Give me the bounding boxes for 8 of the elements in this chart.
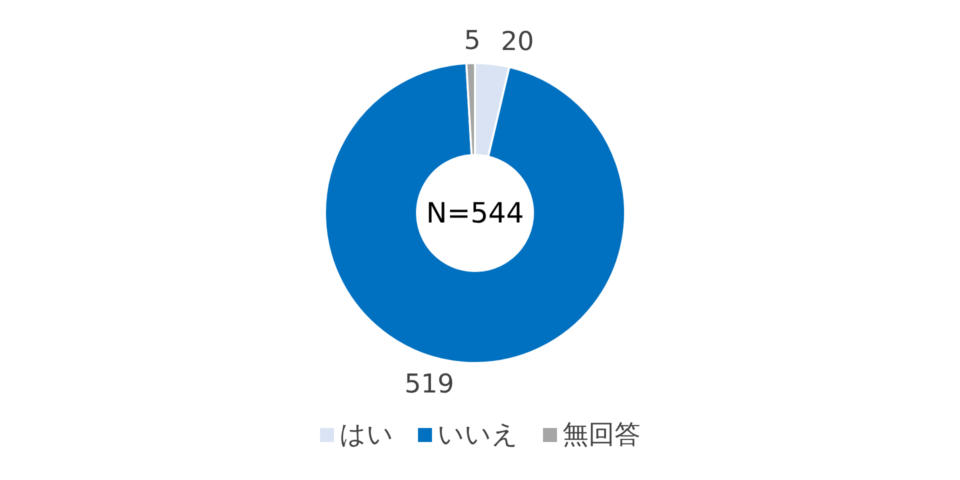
donut-slice	[324, 62, 626, 364]
data-label: 20	[500, 27, 534, 58]
data-label: 519	[404, 369, 454, 400]
legend-label: 無回答	[562, 419, 640, 452]
data-label: 5	[464, 26, 481, 56]
text: N=544	[426, 196, 524, 230]
legend-label: いいえ	[436, 419, 518, 452]
legend-label: はい	[338, 419, 394, 452]
